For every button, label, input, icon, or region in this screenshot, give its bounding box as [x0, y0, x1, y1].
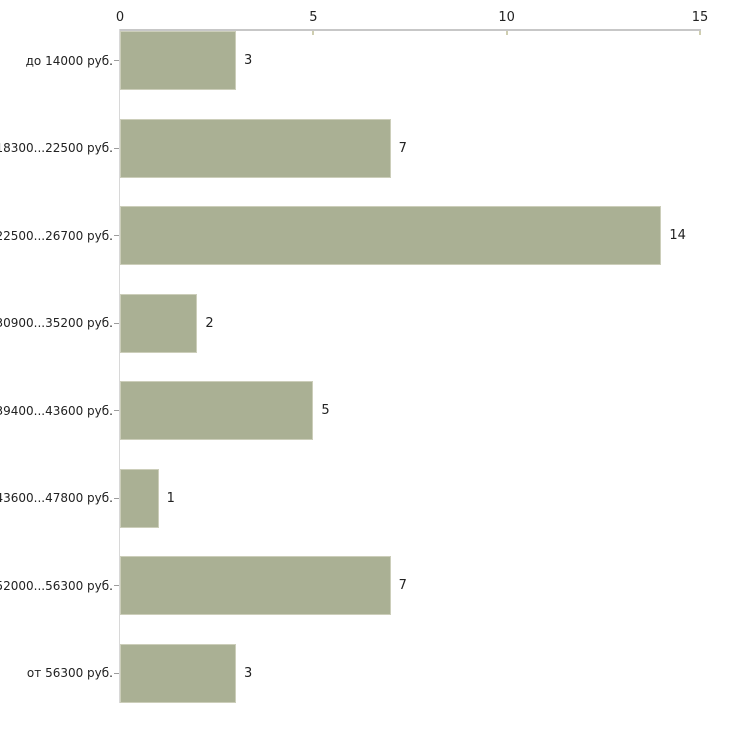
category-tick-mark: [114, 322, 119, 324]
x-tick-label: 10: [498, 10, 515, 25]
chart-row: от 56300 руб. 3: [0, 643, 730, 730]
chart-row: 18300...22500 руб. 7: [0, 118, 730, 206]
category-tick-mark: [114, 235, 119, 236]
bar: [120, 468, 159, 528]
value-label: 5: [321, 403, 330, 418]
x-tick-mark: [699, 31, 701, 35]
x-tick-label: 0: [115, 10, 125, 25]
category-tick-mark: [114, 147, 119, 149]
value-label: 7: [398, 140, 407, 156]
y-axis-line: [119, 29, 120, 703]
chart-row: 22500...26700 руб. 14: [0, 205, 730, 293]
value-label: 2: [205, 315, 214, 331]
category-label: 18300...22500 руб.: [0, 141, 113, 155]
bar: [120, 206, 662, 265]
category-tick-mark: [114, 585, 119, 586]
category-label: 43600...47800 руб.: [0, 491, 113, 505]
chart-row: 52000...56300 руб. 7: [0, 555, 730, 643]
category-tick-mark: [114, 497, 119, 499]
x-axis-line: [119, 29, 701, 31]
category-label: от 56300 руб.: [26, 666, 113, 680]
x-tick-label: 5: [309, 10, 318, 25]
chart-rows: до 14000 руб. 3 18300...22500 руб. 7 22500..…: [0, 30, 730, 730]
bar: [120, 293, 198, 353]
x-tick-label: 15: [691, 10, 709, 25]
category-label: 30900...35200 руб.: [0, 316, 113, 330]
value-label: 1: [166, 490, 175, 506]
value-label: 3: [244, 665, 253, 681]
category-tick-mark: [114, 672, 119, 674]
bar: [120, 643, 236, 703]
bar: [120, 118, 391, 178]
category-label: 39400...43600 руб.: [0, 403, 113, 418]
chart-row: 43600...47800 руб. 1: [0, 468, 730, 556]
chart-row: 39400...43600 руб. 5: [0, 380, 730, 468]
value-label: 7: [398, 578, 407, 593]
category-tick-mark: [114, 60, 119, 61]
chart-row: до 14000 руб. 3: [0, 30, 730, 118]
bar: [120, 381, 314, 440]
category-label: 22500...26700 руб.: [0, 228, 113, 243]
bar: [120, 556, 391, 615]
chart-row: 30900...35200 руб. 2: [0, 293, 730, 381]
value-label: 14: [669, 228, 686, 243]
category-label: 52000...56300 руб.: [0, 578, 113, 593]
category-label: до 14000 руб.: [25, 53, 113, 68]
bar: [120, 31, 236, 90]
category-tick-mark: [114, 410, 119, 411]
x-tick-mark: [505, 31, 508, 35]
value-label: 3: [244, 53, 253, 68]
x-tick-mark: [312, 31, 315, 35]
